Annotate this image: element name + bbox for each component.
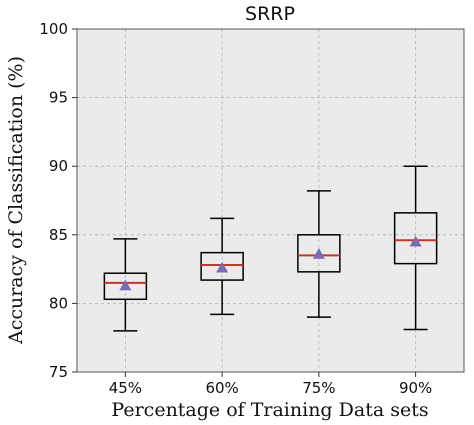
x-axis-ticks: 45% 60% 75% 90% [109, 372, 432, 397]
x-axis-label: Percentage of Training Data sets [111, 399, 428, 421]
iqr-box [393, 212, 438, 265]
y-axis-ticks: 75 80 85 90 95 100 [39, 20, 77, 381]
iqr-box [103, 272, 148, 301]
box-75pct [297, 190, 341, 318]
y-tick-label: 85 [49, 226, 68, 244]
mean-marker [216, 261, 229, 273]
mean-marker [312, 248, 325, 259]
plot-area [77, 29, 464, 372]
y-tick-label: 75 [49, 363, 68, 381]
y-tick-label: 90 [49, 157, 68, 175]
y-tick-label: 100 [39, 20, 68, 38]
iqr-box [200, 251, 244, 281]
y-tick-label: 80 [49, 294, 68, 312]
box-60pct [200, 217, 244, 316]
x-tick-label: 75% [302, 379, 335, 397]
box-90pct [393, 165, 438, 331]
iqr-box [297, 234, 341, 273]
box-45pct [103, 238, 148, 332]
boxes [103, 165, 438, 332]
plot-frame [76, 28, 465, 373]
y-tick-label: 95 [49, 89, 68, 107]
x-tick-label: 60% [205, 379, 238, 397]
x-tick-label: 45% [109, 379, 142, 397]
chart-title: SRRP [245, 3, 295, 25]
y-axis-label: Accuracy of Classification (%) [5, 56, 27, 345]
mean-marker [119, 279, 132, 291]
x-tick-label: 90% [399, 379, 432, 397]
mean-marker [409, 235, 422, 247]
